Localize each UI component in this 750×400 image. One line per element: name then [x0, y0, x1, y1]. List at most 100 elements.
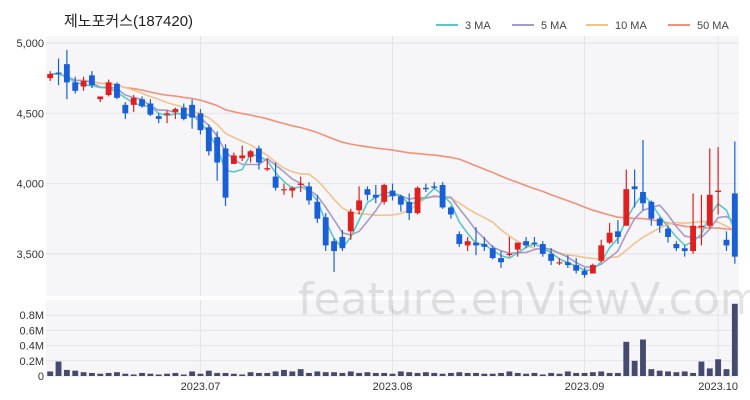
volume-bar	[180, 374, 187, 376]
ma-line-50	[50, 73, 735, 231]
volume-bar	[105, 372, 112, 376]
volume-bar	[564, 371, 571, 376]
volume-bar	[690, 372, 697, 376]
volume-bar	[88, 372, 95, 376]
candle-body	[523, 241, 530, 246]
volume-bar	[164, 373, 170, 376]
candle-body	[172, 109, 179, 112]
volume-bar	[339, 372, 346, 376]
volume-bar	[598, 371, 605, 376]
ma-line-10	[50, 73, 736, 260]
volume-bar	[422, 372, 429, 376]
volume-bar	[606, 372, 613, 376]
candle-body	[189, 104, 196, 118]
candle-body	[339, 236, 346, 249]
volume-tick-label: 0.2M	[20, 356, 44, 368]
legend-label: 10 MA	[615, 20, 647, 32]
date-tick-label: 2023.10	[698, 381, 738, 393]
candle-body	[656, 218, 663, 226]
candle-body	[473, 242, 479, 246]
volume-bar	[97, 373, 104, 376]
candle-body	[297, 183, 304, 185]
candle-body	[147, 103, 154, 115]
candle-body	[448, 207, 454, 215]
volume-bar	[205, 370, 212, 376]
candle-body	[498, 258, 504, 263]
volume-tick-label: 0	[38, 371, 44, 383]
volume-bar	[397, 371, 404, 376]
date-tick-label: 2023.07	[181, 381, 221, 393]
candle-body	[431, 186, 438, 188]
candle-body	[47, 73, 54, 79]
volume-bar	[431, 372, 438, 376]
volume-bar	[589, 372, 596, 376]
volume-bar	[306, 372, 312, 376]
volume-bar	[573, 372, 580, 376]
volume-bar	[498, 372, 504, 376]
candle-body	[114, 83, 120, 98]
candle-body	[230, 155, 237, 164]
candle-body	[130, 97, 137, 105]
date-tick-label: 2023.08	[373, 381, 413, 393]
volume-bar	[489, 373, 496, 376]
candle-body	[481, 244, 488, 247]
date-axis: 2023.07 2023.08 2023.09 2023.10	[181, 381, 738, 393]
candle-body	[180, 107, 187, 119]
volume-bar	[372, 372, 379, 376]
volume-bar	[114, 372, 120, 376]
volume-bar	[548, 372, 555, 376]
volume-bar	[122, 373, 129, 376]
candle-body	[80, 80, 87, 87]
candle-body	[389, 190, 396, 197]
candle-body	[364, 189, 371, 195]
volume-bar	[556, 373, 563, 376]
volume-bar	[331, 372, 337, 376]
candle-body	[155, 116, 162, 119]
legend-label: 50 MA	[697, 20, 729, 32]
candle-body	[406, 201, 413, 214]
candle-body	[581, 270, 588, 275]
volume-bar	[581, 372, 588, 376]
candle-body	[673, 244, 680, 249]
candle-body	[623, 189, 630, 226]
watermark: feature.enViewV.com	[298, 274, 750, 325]
volume-bar	[189, 371, 196, 376]
volume-bar	[481, 373, 488, 376]
candle-body	[205, 127, 212, 152]
volume-bar	[281, 369, 287, 376]
price-axis: 5,000 4,500 4,000 3,500	[16, 38, 44, 261]
volume-bar	[139, 372, 145, 376]
candle-body	[640, 192, 646, 204]
candle-body	[239, 155, 246, 159]
volume-bar	[222, 372, 229, 376]
candle-body	[306, 186, 312, 201]
candle-body	[272, 176, 279, 188]
candle-body	[347, 211, 354, 232]
volume-bar	[539, 374, 546, 376]
candle-body	[665, 228, 671, 237]
volume-bar	[698, 361, 705, 376]
volume-bar	[706, 368, 713, 376]
volume-bar	[356, 372, 363, 376]
volume-bar	[289, 371, 296, 376]
volume-bar	[681, 371, 688, 376]
volume-bar	[456, 372, 463, 376]
candle-body	[356, 200, 363, 211]
volume-bar	[389, 373, 396, 376]
candle-body	[414, 187, 421, 214]
volume-bar	[63, 369, 70, 376]
candle-body	[139, 99, 145, 107]
volume-bar	[473, 372, 479, 376]
candle-body	[514, 242, 521, 250]
volume-bar	[723, 369, 730, 376]
volume-bar	[272, 371, 279, 376]
price-tick-label: 5,000	[16, 38, 44, 50]
volume-bar	[656, 370, 663, 376]
volume-bar	[640, 339, 646, 376]
chart-title: 제노포커스(187420)	[64, 13, 193, 30]
volume-bar	[715, 359, 722, 376]
candle-body	[264, 168, 271, 170]
volume-bar	[197, 373, 204, 376]
candle-body	[281, 189, 287, 191]
volume-bar	[731, 303, 738, 376]
